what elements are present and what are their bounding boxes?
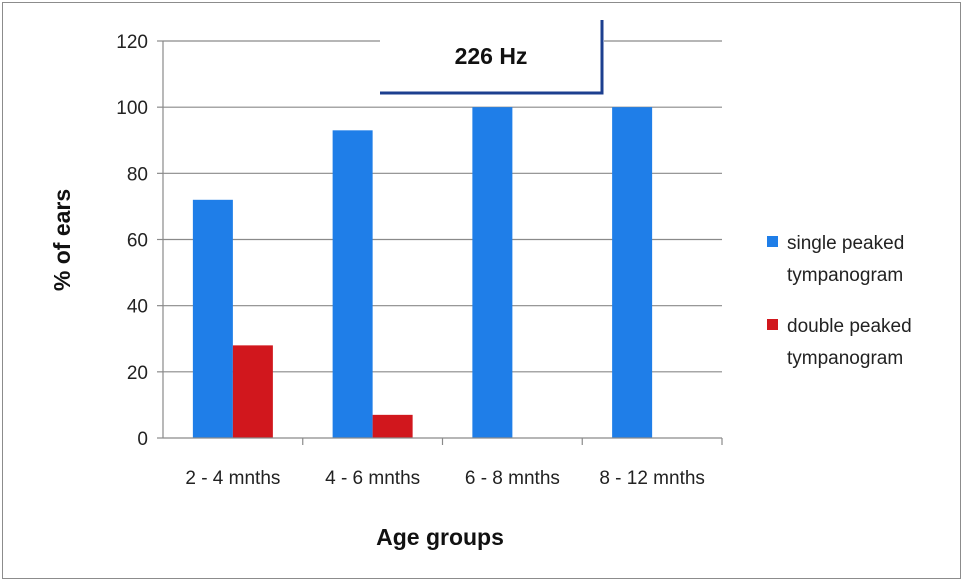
bar-double-peaked-2 — [372, 414, 413, 438]
bar-single-peaked-1 — [192, 199, 233, 438]
y-tick-label: 40 — [127, 297, 148, 318]
legend-label-single-peaked-line2: tympanogram — [787, 265, 903, 286]
x-tick-labels: 2 - 4 mnths 4 - 6 mnths 6 - 8 mnths 8 - 12 … — [185, 468, 705, 489]
legend-label-single-peaked-line1: single peaked — [787, 233, 904, 254]
y-axis-title: % of ears — [49, 189, 75, 291]
x-tick-label: 2 - 4 mnths — [185, 468, 280, 489]
annotation-text: 226 Hz — [455, 43, 528, 69]
x-tick-label: 6 - 8 mnths — [465, 468, 560, 489]
bar-single-peaked-3 — [472, 107, 513, 439]
y-tick-labels: 0 20 40 60 80 100 120 — [116, 32, 148, 450]
x-tick-label: 8 - 12 mnths — [599, 468, 705, 489]
axes — [157, 40, 723, 445]
bar-single-peaked-4 — [612, 107, 653, 439]
bars — [192, 107, 653, 439]
y-tick-label: 20 — [127, 363, 148, 384]
legend-label-double-peaked-line2: tympanogram — [787, 348, 903, 369]
bar-double-peaked-1 — [232, 345, 273, 438]
y-tick-label: 120 — [116, 32, 148, 53]
y-tick-label: 0 — [137, 429, 148, 450]
x-tick-label: 4 - 6 mnths — [325, 468, 420, 489]
x-axis-title: Age groups — [376, 524, 504, 550]
bar-single-peaked-2 — [332, 130, 373, 438]
y-tick-label: 100 — [116, 98, 148, 119]
y-tick-label: 60 — [127, 231, 148, 252]
y-tick-label: 80 — [127, 164, 148, 185]
annotation-border — [380, 20, 604, 95]
legend-swatch-double-peaked — [767, 319, 778, 330]
legend-swatch-single-peaked — [767, 236, 778, 247]
legend: single peaked tympanogram double peaked … — [767, 233, 912, 369]
legend-label-double-peaked-line1: double peaked — [787, 316, 912, 337]
frequency-annotation: 226 Hz — [380, 20, 604, 96]
annotation-background — [380, 20, 604, 96]
